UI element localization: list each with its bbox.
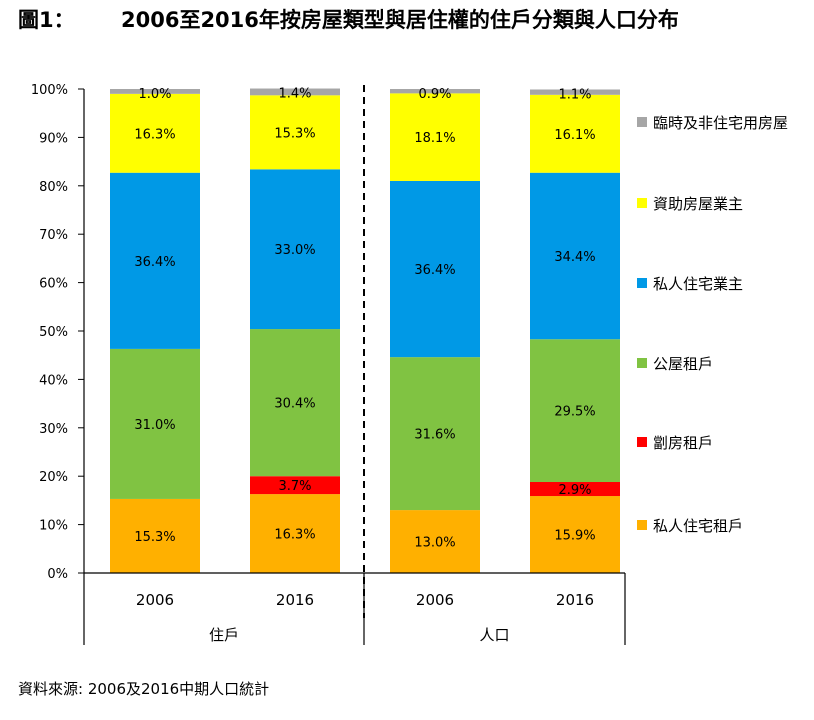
data-label: 1.0%	[138, 87, 171, 102]
y-tick-label: 50%	[39, 325, 68, 340]
legend-swatch	[637, 198, 647, 208]
data-label: 18.1%	[414, 131, 455, 146]
bar-segment	[110, 172, 200, 349]
y-tick-label: 80%	[39, 180, 68, 195]
legend-label: 劏房租戶	[653, 434, 714, 452]
data-label: 16.3%	[274, 528, 315, 543]
data-label: 36.4%	[134, 255, 175, 270]
data-label: 2.9%	[558, 483, 591, 498]
legend-swatch	[637, 358, 647, 368]
group-label: 住戶	[209, 626, 239, 644]
y-tick-label: 100%	[31, 83, 68, 98]
bar-segment	[530, 339, 620, 483]
group-label: 人口	[479, 626, 509, 644]
legend-item: 私人住宅業主	[637, 273, 807, 295]
y-tick-label: 60%	[39, 277, 68, 292]
data-label: 15.3%	[134, 530, 175, 545]
figure-number: 圖1：	[18, 8, 75, 32]
data-label: 1.4%	[278, 87, 311, 102]
y-tick-label: 40%	[39, 373, 68, 388]
data-label: 15.3%	[274, 126, 315, 141]
y-tick-label: 90%	[39, 131, 68, 146]
legend-label: 臨時及非住宅用房屋	[653, 114, 789, 132]
legend-item: 公屋租戶	[637, 353, 807, 375]
legend-item: 資助房屋業主	[637, 193, 807, 215]
legend-item: 私人住宅租戶	[637, 515, 807, 537]
bar-segment	[530, 89, 620, 95]
data-label: 31.6%	[414, 428, 455, 443]
bar-segment	[530, 172, 620, 340]
data-label: 29.5%	[554, 405, 595, 420]
y-tick-label: 70%	[39, 228, 68, 243]
bar-segment	[110, 93, 200, 173]
x-tick-label: 2006	[416, 591, 454, 609]
x-tick-label: 2016	[276, 591, 314, 609]
figure-title: 圖1： 2006至2016年按房屋類型與居住權的住戶分類與人口分布	[18, 4, 679, 34]
data-label: 1.1%	[558, 87, 591, 102]
legend-label: 資助房屋業主	[653, 195, 744, 213]
bar-segment	[250, 494, 340, 573]
bar-segment	[250, 169, 340, 330]
bar-segment	[390, 357, 480, 511]
data-label: 0.9%	[418, 87, 451, 102]
y-tick-label: 0%	[47, 567, 68, 582]
bar-segment	[250, 95, 340, 170]
bar-segment	[250, 88, 340, 96]
legend-swatch	[637, 437, 647, 447]
bar-segment	[530, 94, 620, 173]
bar-segment	[110, 498, 200, 573]
data-label: 31.0%	[134, 418, 175, 433]
data-label: 34.4%	[554, 250, 595, 265]
legend-label: 私人住宅業主	[653, 275, 744, 293]
legend-label: 私人住宅租戶	[653, 517, 744, 535]
y-tick-label: 10%	[39, 519, 68, 534]
bar-segment	[390, 89, 480, 94]
data-label: 36.4%	[414, 263, 455, 278]
legend-swatch	[637, 117, 647, 127]
bar-segment	[110, 348, 200, 499]
legend-item: 臨時及非住宅用房屋	[637, 112, 807, 134]
x-tick-label: 2006	[136, 591, 174, 609]
legend-swatch	[637, 520, 647, 530]
data-label: 16.1%	[554, 128, 595, 143]
bar-segment	[530, 482, 620, 497]
bar-segment	[250, 329, 340, 477]
source-note: 資料來源: 2006及2016中期人口統計	[18, 680, 270, 698]
bar-segment	[390, 510, 480, 573]
y-tick-label: 30%	[39, 422, 68, 437]
data-label: 15.9%	[554, 529, 595, 544]
figure-title-text: 2006至2016年按房屋類型與居住權的住戶分類與人口分布	[121, 8, 679, 32]
x-tick-label: 2016	[556, 591, 594, 609]
data-label: 30.4%	[274, 397, 315, 412]
bar-segment	[390, 93, 480, 181]
legend-label: 公屋租戶	[653, 355, 714, 373]
bar-segment	[110, 89, 200, 94]
legend-swatch	[637, 278, 647, 288]
bar-segment	[390, 180, 480, 358]
data-label: 33.0%	[274, 243, 315, 258]
bar-segment	[250, 476, 340, 495]
legend-item: 劏房租戶	[637, 432, 807, 454]
data-label: 3.7%	[278, 479, 311, 494]
y-tick-label: 20%	[39, 470, 68, 485]
data-label: 13.0%	[414, 536, 455, 551]
bar-segment	[530, 496, 620, 573]
data-label: 16.3%	[134, 127, 175, 142]
